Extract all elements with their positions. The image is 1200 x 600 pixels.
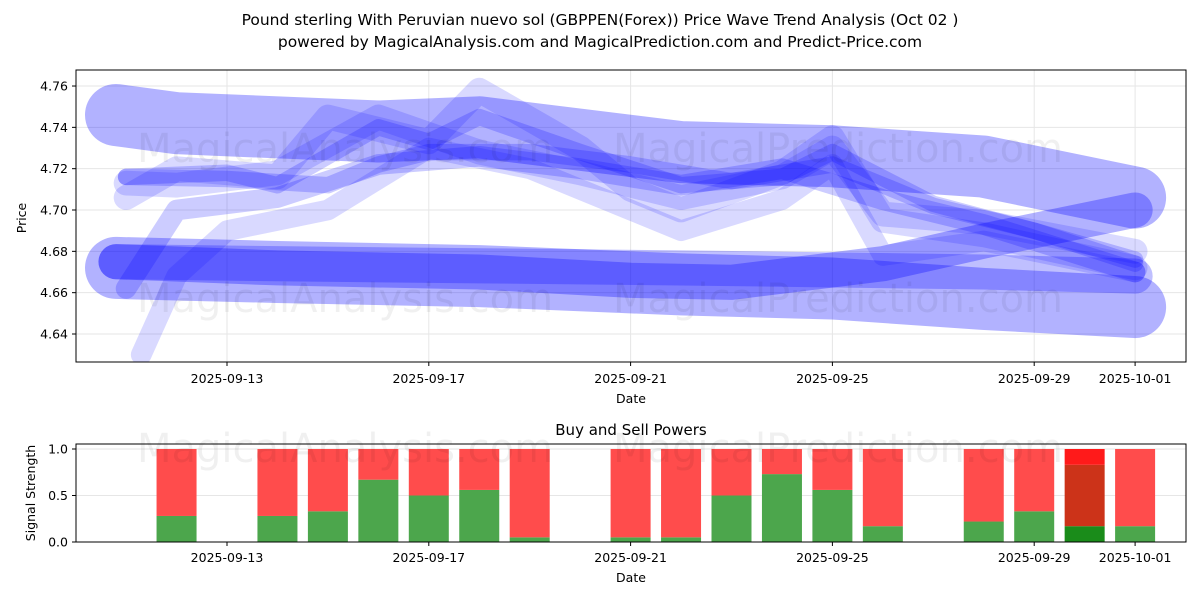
watermark: MagicalPrediction.com <box>613 126 1063 172</box>
x-tick-label: 2025-09-29 <box>998 371 1071 386</box>
wave-band <box>130 137 1146 362</box>
signal-bars <box>156 449 1156 542</box>
y-tick-label: 1.0 <box>48 442 68 457</box>
chart-title: Pound sterling With Peruvian nuevo sol (… <box>241 11 959 29</box>
buy-bar <box>156 515 197 542</box>
y-tick-label: 4.76 <box>40 79 68 94</box>
sell-bar <box>408 449 449 496</box>
x-tick-label: 2025-10-01 <box>1099 371 1172 386</box>
price-y-axis: 4.64 4.66 4.68 4.70 4.72 4.74 4.76 <box>40 79 76 342</box>
y-tick-label: 4.66 <box>40 285 68 300</box>
watermark: MagicalAnalysis.com <box>137 276 553 322</box>
sell-bar <box>963 449 1004 522</box>
buy-bar <box>358 479 399 542</box>
watermark: MagicalAnalysis.com <box>137 426 553 472</box>
sell-bar <box>711 449 752 496</box>
wave-band <box>113 77 1148 281</box>
wave-band <box>115 145 1146 299</box>
buy-bar <box>812 489 853 542</box>
x-tick-label: 2025-09-29 <box>998 550 1071 565</box>
signal-y-axis: 0.0 0.5 1.0 <box>48 442 76 550</box>
wave-band <box>85 236 1167 339</box>
buy-bar <box>1064 526 1105 542</box>
price-waves <box>85 77 1167 362</box>
x-tick-label: 2025-09-21 <box>594 371 667 386</box>
wave-band <box>85 84 1167 229</box>
y-tick-label: 0.0 <box>48 535 68 550</box>
buy-bar <box>862 526 903 542</box>
buy-bar <box>307 511 348 542</box>
sell-bar <box>862 449 903 527</box>
buy-bar <box>711 495 752 542</box>
sell-bar <box>661 449 702 538</box>
signal-chart-title: Buy and Sell Powers <box>555 421 707 439</box>
signal-x-axis: 2025-09-13 2025-09-17 2025-09-21 2025-09-25… <box>191 542 1172 565</box>
buy-bar <box>1014 511 1055 542</box>
signal-watermarks: MagicalAnalysis.com MagicalPrediction.co… <box>137 426 1063 472</box>
y-tick-label: 4.70 <box>40 203 68 218</box>
price-x-label: Date <box>616 391 646 406</box>
price-y-label: Price <box>14 202 29 233</box>
sell-bar <box>1014 449 1055 512</box>
x-tick-label: 2025-09-21 <box>594 550 667 565</box>
wave-band <box>98 244 1153 294</box>
price-grid <box>76 70 1186 362</box>
y-tick-label: 4.68 <box>40 244 68 259</box>
x-tick-label: 2025-09-13 <box>191 550 264 565</box>
buy-bar <box>408 495 449 542</box>
wave-band <box>98 192 1153 300</box>
buy-bar <box>1115 526 1156 542</box>
y-tick-label: 4.74 <box>40 120 68 135</box>
signal-x-label: Date <box>616 570 646 585</box>
price-watermarks: MagicalAnalysis.com MagicalPrediction.co… <box>137 126 1063 322</box>
buy-bar <box>509 537 550 542</box>
sell-bar <box>459 449 500 490</box>
sell-bar <box>358 449 399 480</box>
x-tick-label: 2025-09-13 <box>191 371 264 386</box>
buy-bar <box>963 521 1004 542</box>
sell-bar <box>307 449 348 512</box>
signal-y-label: Signal Strength <box>23 445 38 541</box>
watermark: MagicalPrediction.com <box>613 426 1063 472</box>
sell-bar <box>1115 449 1156 527</box>
y-tick-label: 0.5 <box>48 488 68 503</box>
buy-bar <box>459 489 500 542</box>
sell-bar <box>257 449 298 516</box>
buy-bar <box>761 474 802 542</box>
wave-band <box>113 104 1148 264</box>
y-tick-label: 4.72 <box>40 161 68 176</box>
sell-bar <box>1064 464 1105 527</box>
watermark: MagicalPrediction.com <box>613 276 1063 322</box>
sell-bar <box>812 449 853 490</box>
price-x-axis: 2025-09-13 2025-09-17 2025-09-21 2025-09-25… <box>191 362 1172 386</box>
x-tick-label: 2025-09-25 <box>796 371 869 386</box>
wave-band <box>117 143 1144 268</box>
x-tick-label: 2025-09-17 <box>392 371 465 386</box>
buy-bar <box>257 515 298 542</box>
sell-bar <box>610 449 651 538</box>
buy-bar <box>610 537 651 542</box>
chart-subtitle: powered by MagicalAnalysis.com and Magic… <box>277 33 923 51</box>
x-tick-label: 2025-09-25 <box>796 550 869 565</box>
x-tick-label: 2025-09-17 <box>392 550 465 565</box>
wave-band <box>117 108 1144 272</box>
sell-bar <box>509 449 550 538</box>
sell-bar <box>761 449 802 475</box>
y-tick-label: 4.64 <box>40 327 68 342</box>
x-tick-label: 2025-10-01 <box>1099 550 1172 565</box>
watermark: MagicalAnalysis.com <box>137 126 553 172</box>
buy-bar <box>661 537 702 542</box>
sell-bar-strong <box>1064 449 1105 465</box>
sell-bar <box>156 449 197 516</box>
